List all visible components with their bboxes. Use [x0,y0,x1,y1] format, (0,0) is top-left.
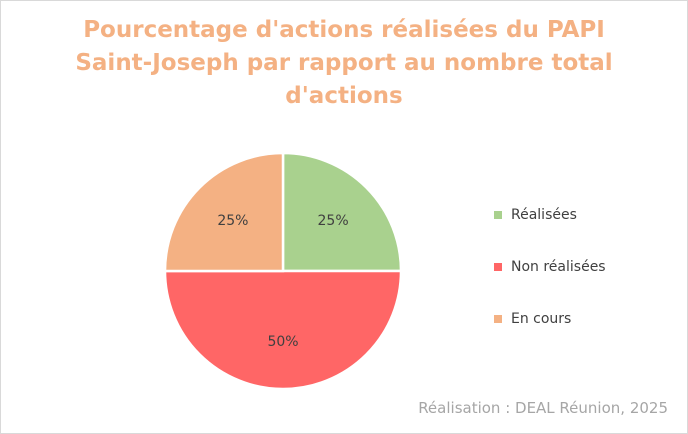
pie-slice-label-1: 50% [267,334,298,350]
pie-slice-1 [163,269,403,391]
legend-item-non-realisees: Non réalisées [494,255,674,279]
legend-swatch-en-cours [494,315,502,323]
chart-title-line-2: Saint-Joseph par rapport au nombre total [75,50,613,76]
chart-title-line-1: Pourcentage d'actions réalisées du PAPI [83,17,605,43]
pie-slice-label-0: 25% [318,213,349,229]
legend-item-en-cours: En cours [494,307,674,331]
pie-slice-label-2: 25% [217,213,248,229]
legend-label-realisees: Réalisées [511,207,577,223]
source-note: Réalisation : DEAL Réunion, 2025 [418,399,668,417]
chart-title: Pourcentage d'actions réalisées du PAPI … [0,14,688,113]
legend-swatch-realisees [494,211,502,219]
legend: Réalisées Non réalisées En cours [494,203,674,359]
pie-slice-0 [281,151,403,273]
pie-slice-2 [163,151,285,273]
legend-swatch-non-realisees [494,263,502,271]
legend-label-non-realisees: Non réalisées [511,259,606,275]
legend-label-en-cours: En cours [511,311,572,327]
legend-item-realisees: Réalisées [494,203,674,227]
chart-title-line-3: d'actions [285,83,403,109]
